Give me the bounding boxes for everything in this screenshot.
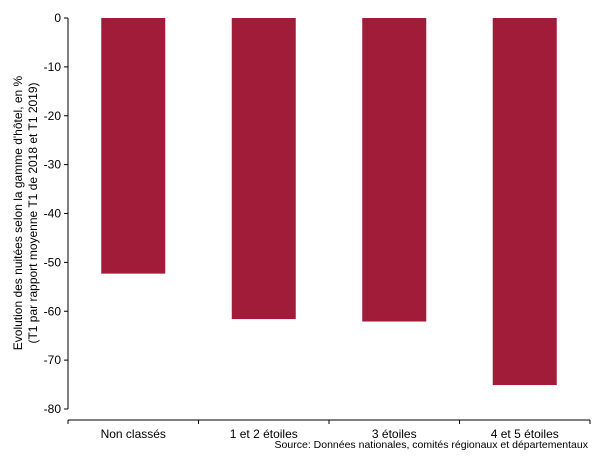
source-note: Source: Données nationales, comités régi…: [274, 439, 588, 451]
y-tick-label: -40: [44, 207, 62, 221]
bar: [362, 18, 427, 322]
x-category-label: 4 et 5 étoiles: [491, 427, 559, 441]
bars: [101, 18, 557, 386]
y-tick-label: -10: [44, 60, 62, 74]
x-category-label: Non classés: [101, 427, 166, 441]
bar: [492, 18, 557, 386]
x-axis: Non classés 1 et 2 étoiles 3 étoiles 4 et 5…: [67, 419, 591, 441]
bar: [101, 18, 166, 274]
y-axis-title-line-2: (T1 par rapport moyenne T1 de 2018 et T1…: [26, 82, 40, 343]
x-category-label: 3 étoiles: [372, 427, 417, 441]
y-tick-label: -80: [44, 402, 62, 416]
y-axis-ticks: 0 -10 -20 -30 -40 -50 -60 -70 -80: [44, 11, 68, 416]
y-tick-label: -20: [44, 109, 62, 123]
y-tick-label: -50: [44, 255, 62, 269]
x-category-label: 1 et 2 étoiles: [230, 427, 298, 441]
y-tick-label: -70: [44, 353, 62, 367]
y-tick-label: -60: [44, 304, 62, 318]
y-axis-title: Evolution des nuitées selon la gamme d'h…: [11, 75, 40, 350]
bar: [231, 18, 296, 320]
y-tick-label: 0: [54, 11, 61, 25]
y-axis-title-line-1: Evolution des nuitées selon la gamme d'h…: [11, 75, 25, 350]
y-tick-label: -30: [44, 158, 62, 172]
